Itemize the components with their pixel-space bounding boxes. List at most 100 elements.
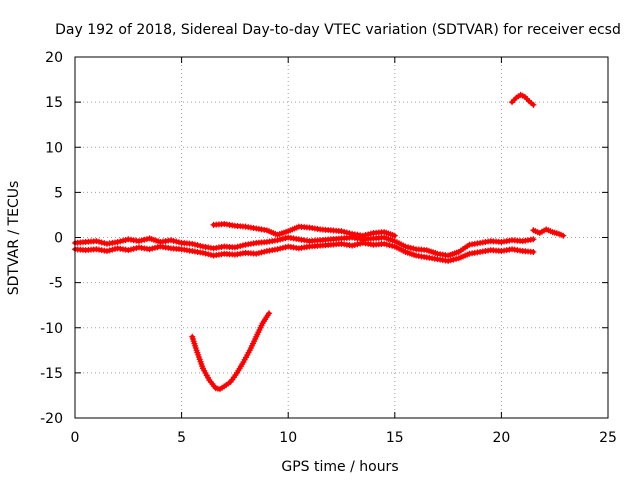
data-point bbox=[197, 242, 204, 249]
y-axis-label: SDTVAR / TECUs bbox=[6, 181, 22, 296]
chart-title: Day 192 of 2018, Sidereal Day-to-day VTE… bbox=[55, 22, 621, 38]
axis-ticks: 0 5 10 15 20 25 -20 -15 -10 -5 0 5 10 15 20 bbox=[40, 50, 617, 446]
data-point bbox=[405, 244, 412, 251]
data-point bbox=[450, 256, 457, 263]
data-point bbox=[407, 244, 414, 251]
data-point bbox=[402, 243, 409, 250]
data-point bbox=[362, 232, 369, 239]
data-point bbox=[138, 237, 145, 244]
data-point bbox=[202, 250, 209, 257]
y-tick-label: 15 bbox=[45, 95, 63, 111]
y-tick-label: 5 bbox=[54, 185, 63, 201]
data-point bbox=[266, 310, 273, 317]
data-point bbox=[279, 235, 286, 242]
x-tick-label: 0 bbox=[71, 430, 80, 446]
y-tick-label: -10 bbox=[40, 321, 63, 337]
data-point bbox=[114, 239, 121, 246]
data-point bbox=[282, 244, 289, 251]
data-point bbox=[239, 242, 246, 249]
series-late-segment bbox=[530, 226, 567, 239]
data-point bbox=[530, 101, 537, 108]
data-point bbox=[274, 237, 281, 244]
data-point bbox=[127, 246, 134, 253]
data-point bbox=[346, 230, 353, 237]
data-point bbox=[386, 242, 393, 249]
data-point bbox=[95, 238, 102, 245]
data-point bbox=[279, 244, 286, 251]
y-tick-label: 20 bbox=[45, 50, 63, 66]
data-point bbox=[365, 231, 372, 238]
data-point bbox=[389, 242, 396, 249]
data-point bbox=[189, 240, 196, 247]
data-point bbox=[367, 230, 374, 237]
data-point bbox=[338, 228, 345, 235]
data-point bbox=[274, 246, 281, 253]
x-tick-label: 20 bbox=[492, 430, 510, 446]
data-point bbox=[93, 238, 100, 245]
y-tick-label: 10 bbox=[45, 140, 63, 156]
x-axis-label: GPS time / hours bbox=[281, 459, 398, 475]
data-point bbox=[122, 236, 129, 243]
data-point bbox=[359, 232, 366, 239]
data-point bbox=[111, 246, 118, 253]
data-point bbox=[141, 236, 148, 243]
data-point bbox=[351, 241, 358, 248]
data-point bbox=[255, 250, 262, 257]
data-point bbox=[154, 244, 161, 251]
data-point bbox=[119, 237, 126, 244]
data-point bbox=[354, 241, 361, 248]
data-point bbox=[149, 245, 156, 252]
data-point bbox=[343, 229, 350, 236]
data-point bbox=[237, 243, 244, 250]
data-point bbox=[109, 246, 116, 253]
data-markers bbox=[72, 91, 567, 393]
data-point bbox=[146, 246, 153, 253]
data-point bbox=[101, 240, 108, 247]
series-main-band-lower bbox=[72, 239, 537, 264]
series-main-band-upper bbox=[72, 234, 537, 259]
data-point bbox=[117, 238, 124, 245]
data-point bbox=[130, 245, 137, 252]
data-point bbox=[103, 248, 110, 255]
data-point bbox=[175, 239, 182, 246]
data-point bbox=[173, 238, 180, 245]
data-point bbox=[391, 232, 398, 239]
data-point bbox=[191, 241, 198, 248]
x-tick-label: 10 bbox=[279, 430, 297, 446]
y-tick-label: -20 bbox=[40, 411, 63, 427]
data-point bbox=[383, 241, 390, 248]
series-arc-near-15 bbox=[509, 91, 537, 108]
data-point bbox=[277, 236, 284, 243]
data-point bbox=[199, 249, 206, 256]
series-upper-arc bbox=[210, 220, 398, 239]
series-V-dip bbox=[189, 310, 273, 393]
data-point bbox=[560, 232, 567, 239]
data-point bbox=[381, 240, 388, 247]
data-point bbox=[341, 228, 348, 235]
data-point bbox=[261, 248, 268, 255]
x-tick-label: 25 bbox=[599, 430, 617, 446]
data-point bbox=[357, 240, 364, 247]
data-point bbox=[98, 239, 105, 246]
data-point bbox=[234, 243, 241, 250]
data-point bbox=[349, 242, 356, 249]
data-point bbox=[125, 247, 132, 254]
y-tick-label: -15 bbox=[40, 366, 63, 382]
data-point bbox=[106, 247, 113, 254]
y-tick-label: 0 bbox=[54, 231, 63, 247]
data-point bbox=[205, 251, 212, 258]
data-point bbox=[253, 250, 260, 257]
data-point bbox=[453, 255, 460, 262]
data-point bbox=[170, 237, 177, 244]
data-point bbox=[151, 244, 158, 251]
data-point bbox=[282, 235, 289, 242]
data-point bbox=[447, 257, 454, 264]
data-point bbox=[258, 249, 265, 256]
data-point bbox=[277, 245, 284, 252]
data-point bbox=[135, 238, 142, 245]
x-tick-label: 5 bbox=[177, 430, 186, 446]
data-point bbox=[530, 236, 537, 243]
data-point bbox=[133, 245, 140, 252]
data-point bbox=[410, 245, 417, 252]
